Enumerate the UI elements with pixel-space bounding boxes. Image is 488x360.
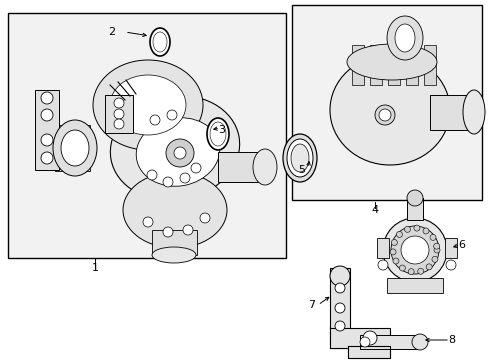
Ellipse shape (61, 130, 89, 166)
Text: 2: 2 (108, 27, 115, 37)
Circle shape (167, 110, 177, 120)
Circle shape (41, 134, 53, 146)
Circle shape (431, 256, 437, 262)
Circle shape (114, 98, 124, 108)
Ellipse shape (152, 247, 196, 263)
Circle shape (359, 337, 369, 347)
Circle shape (399, 265, 405, 271)
Text: 6: 6 (458, 240, 465, 250)
Ellipse shape (150, 28, 170, 56)
Ellipse shape (110, 95, 239, 201)
Bar (406, 198, 422, 220)
Text: 7: 7 (308, 300, 315, 310)
Circle shape (389, 249, 395, 255)
Circle shape (407, 269, 413, 275)
Circle shape (183, 225, 193, 235)
Circle shape (41, 152, 53, 164)
Circle shape (114, 119, 124, 129)
Ellipse shape (206, 118, 228, 150)
Bar (429, 95, 471, 130)
Circle shape (163, 227, 173, 237)
Ellipse shape (153, 32, 167, 52)
Ellipse shape (209, 122, 225, 146)
Circle shape (429, 234, 435, 240)
Ellipse shape (252, 149, 276, 185)
Circle shape (329, 266, 349, 286)
Ellipse shape (123, 172, 226, 248)
Ellipse shape (462, 90, 484, 134)
Circle shape (422, 228, 428, 234)
Bar (387, 45, 399, 85)
Circle shape (374, 105, 394, 125)
Circle shape (174, 147, 185, 159)
Circle shape (411, 334, 427, 350)
Circle shape (406, 190, 422, 206)
Ellipse shape (53, 120, 97, 176)
Circle shape (334, 283, 345, 293)
Circle shape (396, 231, 402, 238)
Circle shape (142, 217, 153, 227)
Circle shape (114, 109, 124, 119)
Circle shape (413, 225, 419, 231)
Circle shape (334, 303, 345, 313)
Ellipse shape (386, 16, 422, 60)
Bar (8, 13, 285, 258)
Bar (444, 238, 456, 258)
Circle shape (433, 247, 439, 253)
Ellipse shape (283, 134, 316, 182)
Circle shape (362, 331, 376, 345)
Circle shape (417, 268, 423, 274)
Circle shape (378, 109, 390, 121)
Ellipse shape (286, 139, 312, 177)
Circle shape (41, 92, 53, 104)
Circle shape (163, 177, 173, 187)
Ellipse shape (110, 75, 185, 135)
Polygon shape (347, 346, 389, 358)
Circle shape (445, 260, 455, 270)
Circle shape (150, 115, 160, 125)
Circle shape (165, 139, 194, 167)
Bar (35, 90, 59, 170)
Bar (218, 152, 265, 182)
Bar (329, 268, 349, 348)
Circle shape (404, 226, 409, 232)
Ellipse shape (93, 60, 203, 150)
Circle shape (147, 170, 157, 180)
Circle shape (334, 321, 345, 331)
Circle shape (433, 243, 439, 249)
Ellipse shape (329, 55, 449, 165)
Circle shape (180, 173, 190, 183)
Bar (329, 328, 389, 348)
Bar (359, 335, 419, 349)
Text: 5: 5 (298, 165, 305, 175)
Bar (386, 278, 442, 293)
Bar (105, 95, 133, 133)
Text: 4: 4 (371, 205, 378, 215)
Circle shape (390, 226, 438, 274)
Bar (369, 45, 381, 85)
Circle shape (382, 218, 446, 282)
Ellipse shape (394, 24, 414, 52)
Circle shape (400, 236, 428, 264)
Bar (55, 125, 90, 171)
Circle shape (425, 264, 431, 270)
Text: 1: 1 (91, 263, 98, 273)
Bar (423, 45, 435, 85)
Circle shape (191, 163, 201, 173)
Circle shape (390, 239, 397, 246)
Bar (351, 45, 363, 85)
Text: 8: 8 (447, 335, 455, 345)
Circle shape (377, 260, 387, 270)
Bar (291, 5, 481, 200)
Bar (405, 45, 417, 85)
Circle shape (41, 109, 53, 121)
Bar (152, 230, 197, 255)
Ellipse shape (346, 44, 436, 80)
Ellipse shape (136, 118, 219, 186)
Text: 3: 3 (218, 125, 225, 135)
Circle shape (392, 258, 398, 264)
Circle shape (200, 213, 209, 223)
Bar (376, 238, 388, 258)
Ellipse shape (290, 144, 308, 172)
